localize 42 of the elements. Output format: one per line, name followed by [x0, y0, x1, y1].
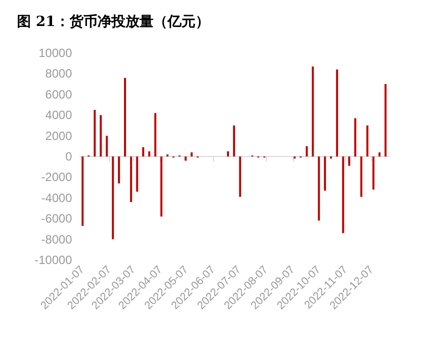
bar — [354, 118, 356, 156]
y-tick-label: 8000 — [45, 66, 72, 81]
y-tick-label: -2000 — [41, 170, 72, 184]
y-tick-label: 4000 — [45, 108, 72, 122]
bar — [190, 152, 193, 156]
chart-title: 图 21：货币净投放量（亿元） — [17, 13, 210, 30]
bar — [324, 156, 326, 191]
bar — [360, 156, 362, 197]
bar — [227, 151, 230, 156]
bar — [318, 156, 320, 221]
bar — [136, 156, 138, 192]
bar — [94, 110, 96, 156]
bar — [82, 156, 84, 226]
bar — [130, 156, 132, 202]
y-tick-label: -4000 — [41, 190, 72, 205]
bar — [154, 113, 156, 156]
bar — [118, 156, 120, 184]
bar — [148, 151, 150, 156]
bar — [366, 125, 368, 156]
y-tick-label: 10000 — [38, 46, 72, 60]
bar — [112, 156, 114, 240]
y-tick-label: -8000 — [41, 232, 72, 246]
bar — [342, 156, 344, 234]
bar — [106, 136, 108, 156]
bar — [372, 156, 374, 190]
bar — [348, 156, 350, 166]
y-tick-label: 2000 — [45, 128, 72, 143]
bar — [336, 70, 338, 156]
y-tick-label: 0 — [65, 150, 72, 164]
bar — [312, 66, 314, 156]
bar — [239, 156, 242, 197]
bar — [160, 156, 162, 217]
bar — [384, 84, 387, 156]
bar — [142, 147, 144, 156]
bar — [233, 125, 236, 156]
bar — [100, 115, 102, 156]
bar — [378, 152, 380, 156]
bar — [124, 78, 126, 156]
y-tick-label: -6000 — [41, 212, 72, 226]
y-tick-label: -10000 — [34, 253, 72, 267]
bar — [306, 146, 308, 156]
y-tick-label: 6000 — [45, 87, 72, 102]
